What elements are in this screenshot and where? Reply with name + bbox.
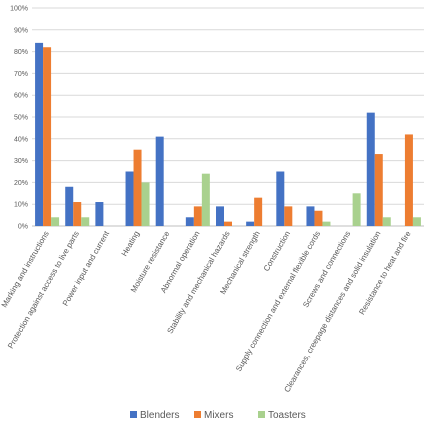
bar-toasters	[412, 217, 421, 226]
category-label: Resistance to heat and fire	[357, 229, 413, 316]
bar-blenders	[125, 171, 134, 226]
bar-toasters	[322, 221, 331, 226]
y-tick-label: 80%	[14, 49, 28, 56]
y-tick-label: 10%	[14, 202, 28, 209]
legend-swatch	[194, 411, 201, 418]
bar-blenders	[216, 206, 224, 226]
bar-blenders	[155, 136, 164, 226]
bar-blenders	[306, 206, 315, 226]
bar-mixers	[314, 210, 323, 226]
y-tick-label: 90%	[14, 27, 28, 34]
bar-mixers	[133, 149, 142, 226]
legend-swatch	[258, 411, 265, 418]
y-tick-label: 100%	[10, 6, 28, 13]
legend-label: Mixers	[204, 410, 233, 421]
bar-mixers	[224, 221, 232, 226]
bar-mixers	[43, 47, 52, 226]
bar-mixers	[73, 202, 82, 226]
bar-blenders	[185, 217, 194, 226]
bar-blenders	[276, 171, 285, 226]
bar-blenders	[35, 42, 44, 226]
bar-mixers	[193, 206, 202, 226]
bar-mixers	[254, 197, 263, 226]
bar-toasters	[352, 193, 361, 226]
category-label: Stability and mechanical hazards	[165, 230, 231, 336]
bar-blenders	[95, 202, 104, 226]
y-tick-label: 60%	[14, 93, 28, 100]
bar-toasters	[51, 217, 60, 226]
bar-blenders	[366, 112, 375, 226]
bar-blenders	[246, 221, 255, 226]
y-tick-label: 20%	[14, 180, 28, 187]
bar-blenders	[65, 186, 74, 226]
bar-toasters	[141, 182, 150, 226]
bar-toasters	[201, 173, 210, 226]
bar-mixers	[404, 134, 413, 226]
bar-toasters	[382, 217, 391, 226]
bar-toasters	[81, 217, 90, 226]
category-label: Heating	[120, 230, 142, 258]
category-label: Construction	[262, 230, 292, 273]
y-tick-label: 50%	[14, 115, 28, 122]
y-tick-label: 0%	[18, 224, 28, 231]
y-tick-label: 40%	[14, 136, 28, 143]
bar-mixers	[374, 154, 383, 226]
bar-mixers	[284, 206, 293, 226]
y-tick-label: 30%	[14, 158, 28, 165]
legend-label: Toasters	[268, 410, 306, 421]
y-tick-label: 70%	[14, 71, 28, 78]
legend-swatch	[130, 411, 137, 418]
legend-label: Blenders	[140, 410, 179, 421]
